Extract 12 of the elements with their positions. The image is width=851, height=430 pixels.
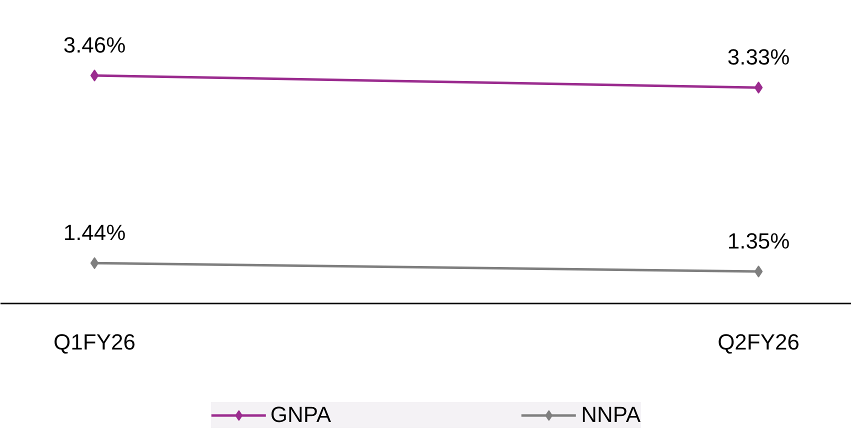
x-tick-label: Q1FY26 bbox=[54, 330, 136, 354]
point bbox=[90, 70, 99, 82]
data-label: 1.44% bbox=[63, 220, 126, 246]
point bbox=[90, 257, 99, 270]
x-tick-label: Q2FY26 bbox=[718, 330, 800, 354]
legend-label: GNPA bbox=[270, 402, 332, 428]
point bbox=[754, 82, 763, 94]
legend-label: NNPA bbox=[581, 402, 641, 428]
data-label: 3.46% bbox=[63, 32, 126, 58]
point bbox=[754, 266, 763, 278]
data-label: 1.35% bbox=[727, 228, 790, 254]
data-label: 3.33% bbox=[727, 44, 790, 70]
